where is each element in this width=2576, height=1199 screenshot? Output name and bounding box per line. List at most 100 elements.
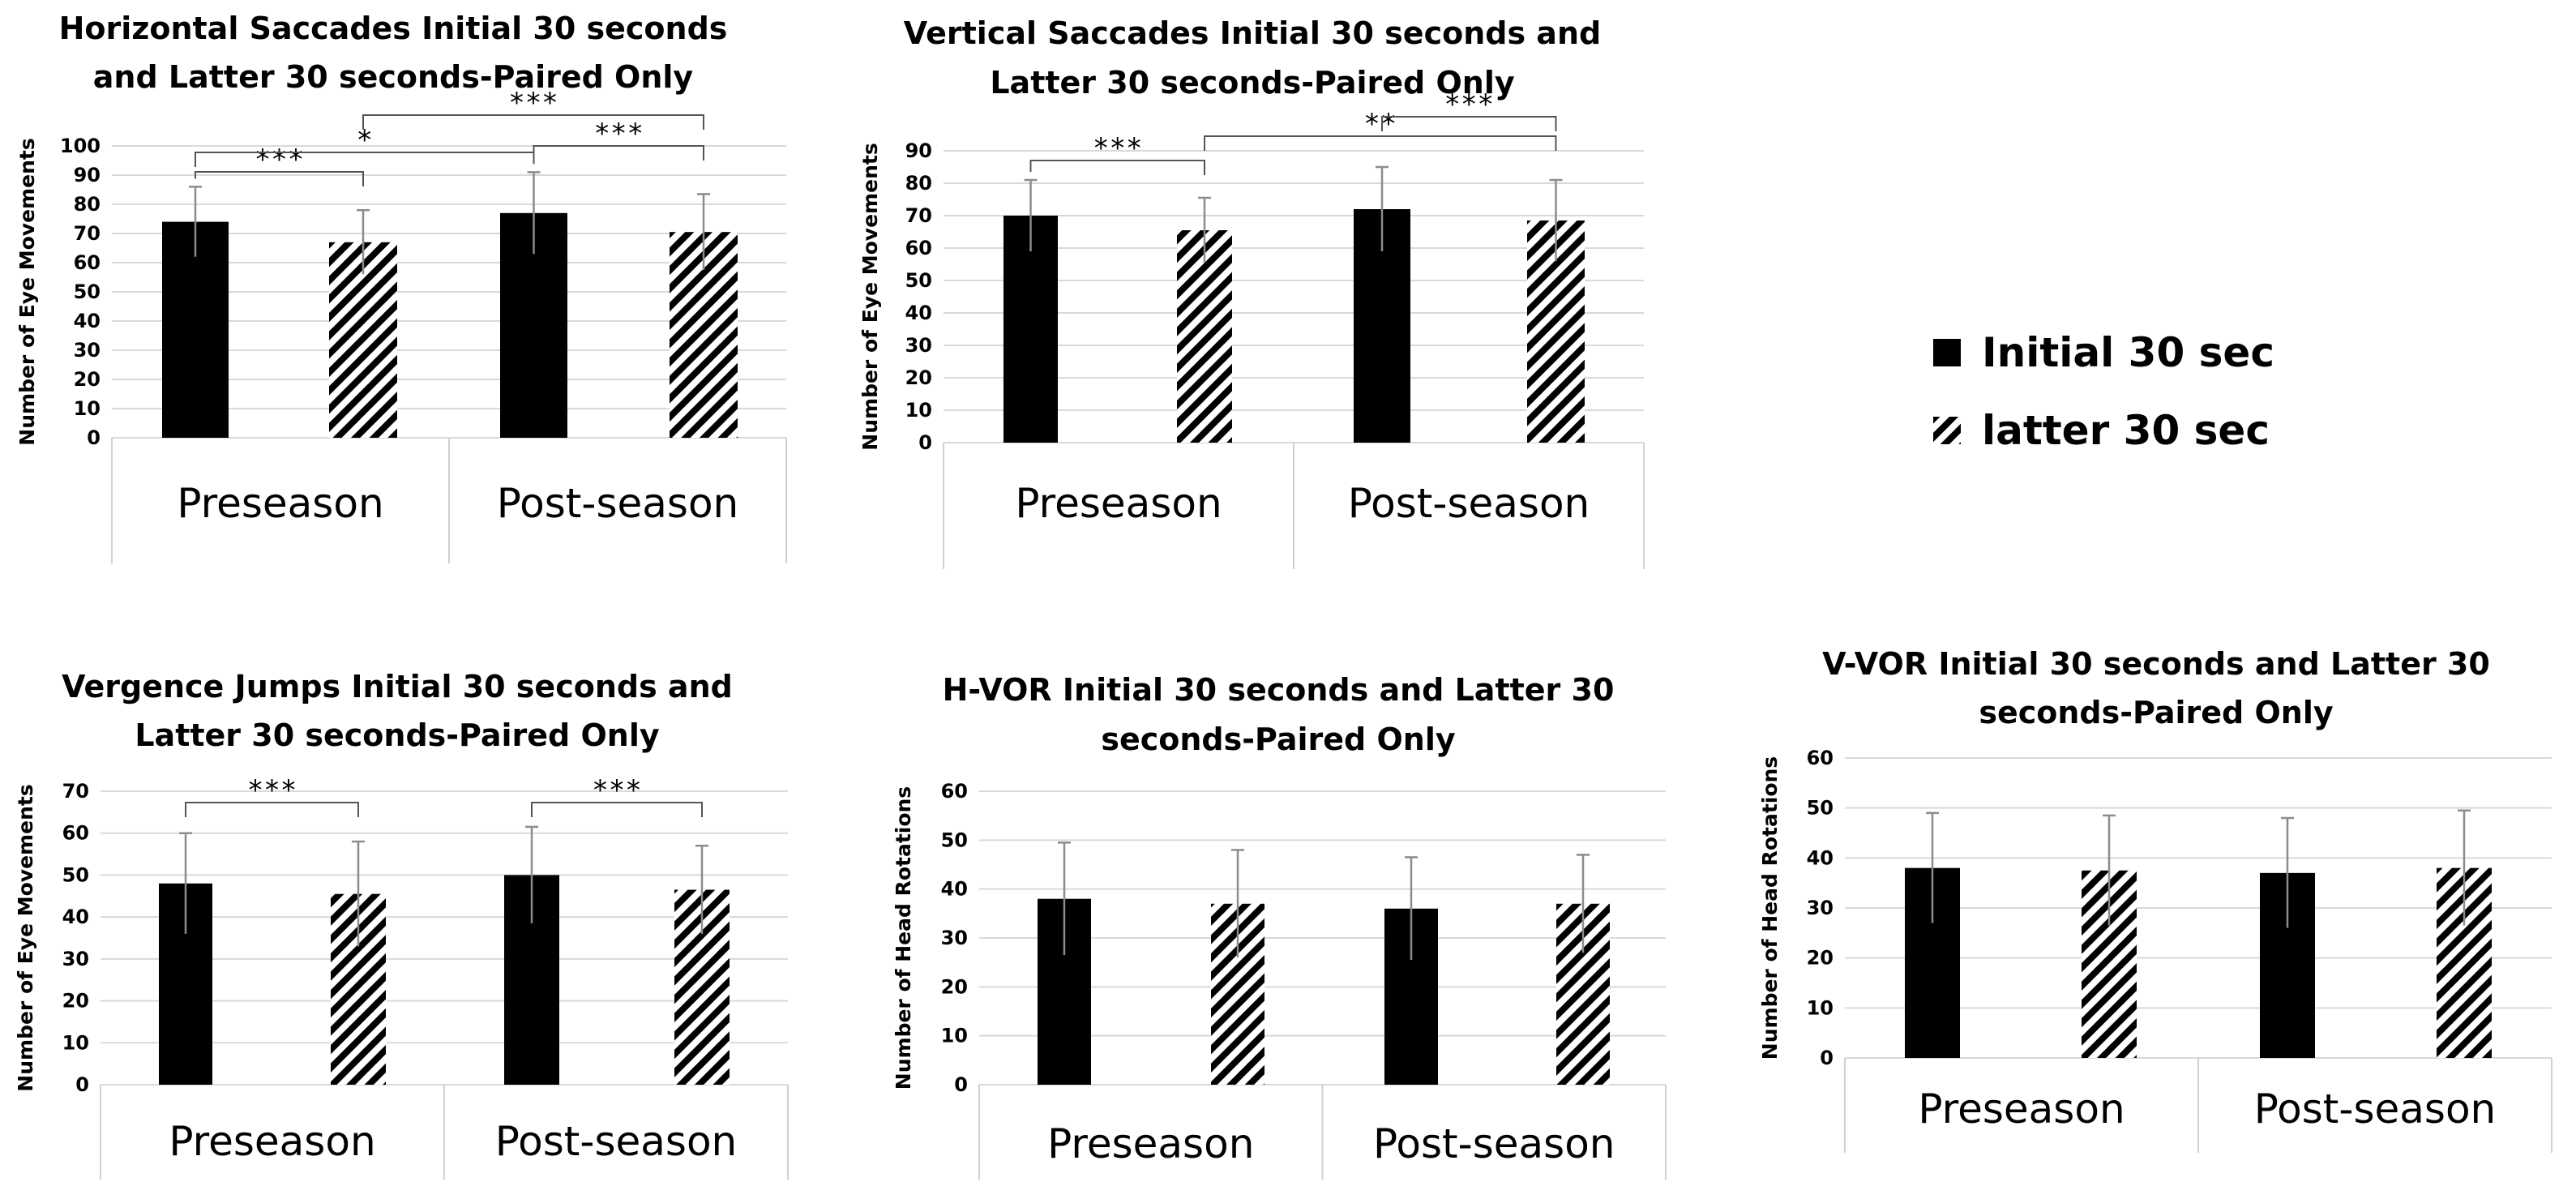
y-tick-label: 40 [905, 302, 932, 324]
category-label: Post-season [2254, 1086, 2496, 1133]
significance-label: * [357, 124, 373, 156]
category-label: Preseason [1918, 1086, 2125, 1133]
y-tick-label: 20 [62, 990, 89, 1013]
significance-label: *** [592, 774, 641, 807]
chart-2: Vertical Saccades Initial 30 seconds and… [858, 15, 1645, 569]
y-tick-label: 60 [905, 237, 932, 259]
y-tick-label: 30 [941, 927, 968, 949]
y-axis-label: Number of Head Rotations [1758, 756, 1782, 1060]
significance-label: *** [255, 143, 304, 176]
y-tick-label: 80 [74, 193, 101, 216]
chart-title-line: Vertical Saccades Initial 30 seconds and [904, 15, 1601, 51]
y-tick-label: 50 [1807, 797, 1834, 820]
bar-latter [329, 242, 397, 438]
chart-3: Vergence Jumps Initial 30 seconds and Lat… [14, 669, 789, 1180]
significance-label: *** [1444, 88, 1494, 121]
category-label: Preseason [169, 1118, 375, 1165]
chart-5: V-VOR Initial 30 seconds and Latter 30 se… [1758, 646, 2552, 1153]
legend-label: latter 30 sec [1982, 407, 2270, 454]
y-tick-label: 70 [905, 204, 932, 227]
significance-label: *** [594, 118, 644, 150]
significance-label: *** [247, 774, 297, 807]
category-label: Post-season [495, 1118, 737, 1165]
category-label: Post-season [1373, 1120, 1615, 1167]
bar-initial [162, 221, 229, 438]
y-tick-label: 20 [74, 368, 101, 391]
y-tick-label: 70 [62, 780, 89, 803]
chart-title-line: Latter 30 seconds-Paired Only [135, 717, 660, 753]
chart-title-line: and Latter 30 seconds-Paired Only [93, 59, 694, 95]
category-label: Preseason [1015, 480, 1222, 527]
chart-title-line: Latter 30 seconds-Paired Only [990, 65, 1515, 101]
bar-latter [1177, 230, 1232, 443]
y-tick-label: 10 [905, 399, 932, 422]
chart-4: H-VOR Initial 30 seconds and Latter 30 se… [892, 672, 1667, 1180]
category-label: Preseason [177, 480, 383, 527]
y-tick-label: 90 [74, 164, 101, 186]
y-tick-label: 40 [62, 906, 89, 928]
y-tick-label: 20 [941, 975, 968, 998]
legend-label: Initial 30 sec [1982, 329, 2274, 376]
category-label: Preseason [1047, 1120, 1254, 1167]
y-tick-label: 60 [1807, 747, 1834, 769]
y-tick-label: 0 [87, 426, 101, 449]
bar-initial [1003, 216, 1058, 443]
y-tick-label: 20 [905, 366, 932, 389]
significance-bracket [531, 802, 703, 817]
significance-bracket [1204, 135, 1557, 151]
y-tick-label: 60 [62, 822, 89, 845]
y-tick-label: 20 [1807, 947, 1834, 970]
chart-title-line: seconds-Paired Only [1979, 695, 2333, 730]
y-tick-label: 80 [905, 172, 932, 195]
legend: Initial 30 sec latter 30 sec [1933, 329, 2274, 454]
y-tick-label: 30 [905, 334, 932, 357]
significance-bracket [185, 802, 359, 817]
category-label: Post-season [497, 480, 738, 527]
y-tick-label: 0 [75, 1073, 89, 1096]
chart-title-line: Vergence Jumps Initial 30 seconds and [62, 669, 733, 704]
y-tick-label: 0 [918, 431, 932, 454]
significance-bracket [1381, 116, 1557, 131]
y-tick-label: 30 [74, 339, 101, 362]
y-tick-label: 60 [74, 251, 101, 274]
chart-title-line: Horizontal Saccades Initial 30 seconds [59, 11, 728, 46]
chart-title-line: H-VOR Initial 30 seconds and Latter 30 [943, 672, 1615, 708]
significance-bracket [362, 114, 704, 130]
y-tick-label: 10 [941, 1025, 968, 1047]
y-tick-label: 0 [954, 1073, 968, 1096]
y-tick-label: 10 [1807, 996, 1834, 1019]
chart-title-line: V-VOR Initial 30 seconds and Latter 30 [1822, 646, 2490, 682]
y-axis-label: Number of Head Rotations [892, 786, 915, 1090]
y-tick-label: 100 [60, 135, 101, 157]
y-tick-label: 50 [905, 269, 932, 292]
significance-bracket [533, 145, 704, 161]
significance-label: *** [508, 87, 558, 119]
y-tick-label: 40 [1807, 846, 1834, 869]
y-tick-label: 30 [62, 948, 89, 970]
y-tick-label: 90 [905, 139, 932, 162]
y-tick-label: 60 [941, 780, 968, 803]
y-tick-label: 40 [941, 878, 968, 901]
y-axis-label: Number of Eye Movements [858, 143, 882, 450]
significance-bracket [195, 171, 364, 186]
y-tick-label: 40 [74, 310, 101, 332]
significance-label: ** [1363, 108, 1397, 140]
category-label: Post-season [1348, 480, 1590, 527]
legend-swatch-latter [1933, 417, 1961, 444]
y-axis-label: Number of Eye Movements [15, 138, 39, 445]
y-tick-label: 70 [74, 222, 101, 245]
y-tick-label: 50 [62, 863, 89, 886]
y-tick-label: 50 [74, 280, 101, 303]
chart-title-line: seconds-Paired Only [1101, 722, 1455, 757]
y-tick-label: 50 [941, 829, 968, 851]
y-tick-label: 10 [74, 397, 101, 420]
significance-bracket [1029, 160, 1205, 175]
y-tick-label: 30 [1807, 897, 1834, 919]
chart-1: Horizontal Saccades Initial 30 seconds an… [15, 11, 787, 563]
y-axis-label: Number of Eye Movements [14, 784, 37, 1091]
legend-swatch-initial [1933, 339, 1961, 366]
y-tick-label: 10 [62, 1031, 89, 1054]
y-tick-label: 0 [1820, 1047, 1834, 1069]
significance-label: *** [1093, 132, 1142, 165]
